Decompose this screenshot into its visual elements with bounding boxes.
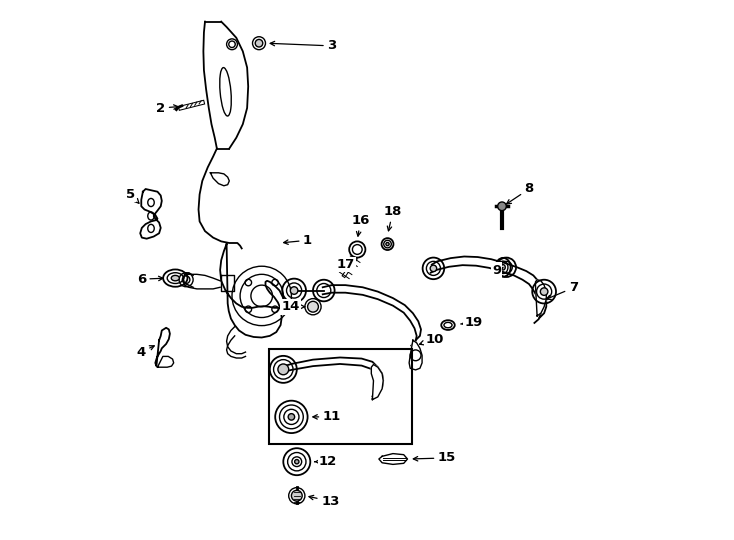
Polygon shape bbox=[409, 340, 422, 370]
Circle shape bbox=[278, 364, 288, 375]
Text: 4: 4 bbox=[137, 346, 154, 359]
Text: 2: 2 bbox=[156, 102, 178, 114]
Text: 14: 14 bbox=[281, 300, 305, 313]
Circle shape bbox=[291, 490, 302, 501]
Circle shape bbox=[498, 202, 506, 211]
Ellipse shape bbox=[171, 275, 179, 281]
Circle shape bbox=[255, 39, 263, 47]
Circle shape bbox=[291, 287, 298, 294]
Text: 5: 5 bbox=[126, 188, 139, 203]
Polygon shape bbox=[536, 280, 546, 316]
Text: 8: 8 bbox=[506, 183, 534, 204]
Text: 18: 18 bbox=[384, 205, 402, 231]
Text: 15: 15 bbox=[413, 451, 456, 464]
Circle shape bbox=[540, 288, 548, 295]
Polygon shape bbox=[371, 364, 383, 400]
Text: 1: 1 bbox=[283, 234, 312, 247]
Text: 19: 19 bbox=[461, 316, 483, 329]
Ellipse shape bbox=[501, 265, 505, 270]
Text: 7: 7 bbox=[546, 281, 578, 300]
Text: 11: 11 bbox=[313, 410, 341, 423]
Circle shape bbox=[308, 301, 319, 312]
Text: 17: 17 bbox=[336, 258, 355, 271]
Text: 10: 10 bbox=[420, 333, 443, 346]
Polygon shape bbox=[379, 454, 407, 464]
Text: 12: 12 bbox=[315, 455, 337, 468]
Text: 6: 6 bbox=[137, 273, 163, 286]
Text: 9: 9 bbox=[492, 264, 503, 276]
Text: 3: 3 bbox=[270, 39, 336, 52]
Circle shape bbox=[430, 265, 437, 272]
Text: 13: 13 bbox=[309, 495, 339, 508]
Text: 16: 16 bbox=[352, 214, 370, 236]
Circle shape bbox=[288, 414, 294, 420]
Circle shape bbox=[294, 460, 299, 464]
Bar bbox=[269, 349, 412, 444]
Ellipse shape bbox=[386, 242, 389, 246]
